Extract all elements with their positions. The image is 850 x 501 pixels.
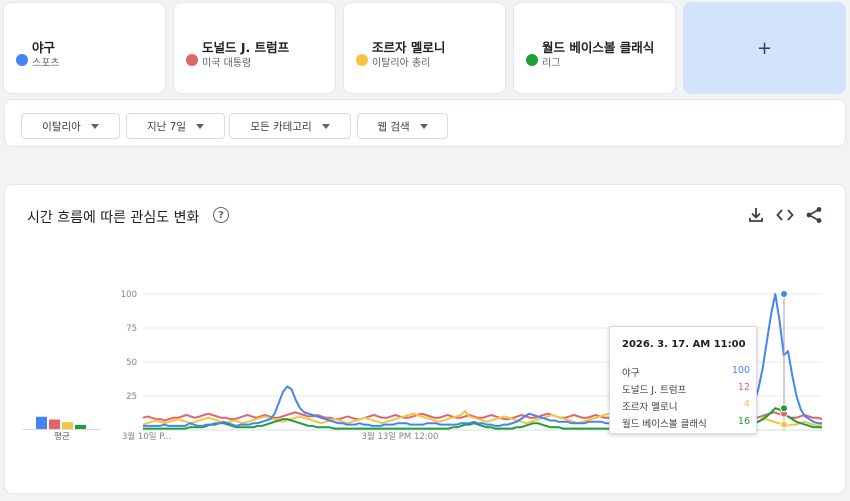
hover-point xyxy=(780,420,788,429)
average-label: 평균 xyxy=(54,431,70,442)
term-card-2[interactable]: 도널드 J. 트럼프 미국 대통령 xyxy=(173,2,336,94)
term-name: 월드 베이스볼 클래식 xyxy=(542,40,655,55)
term-category: 리그 xyxy=(542,58,561,69)
average-bar xyxy=(36,416,47,429)
filter-label: 이탈리아 xyxy=(42,120,81,133)
term-category: 미국 대통령 xyxy=(202,58,252,69)
caret-down-icon xyxy=(321,123,330,129)
term-name: 도널드 J. 트럼프 xyxy=(202,40,290,55)
term-card-1[interactable]: 야구 스포츠 xyxy=(3,2,166,94)
filter-label: 모든 카테고리 xyxy=(250,120,312,133)
term-card-3[interactable]: 조르자 멜로니 이탈리아 총리 xyxy=(343,2,506,94)
x-tick-label: 3월 13일 PM 12:00 xyxy=(362,431,439,442)
average-bar xyxy=(49,419,60,429)
chart-tooltip: 2026. 3. 17. AM 11:00 야구 100 도널드 J. 트럼프 … xyxy=(609,326,757,434)
share-icon[interactable] xyxy=(804,205,824,225)
average-bar xyxy=(62,422,73,429)
add-comparison-button[interactable]: + xyxy=(683,2,846,94)
hover-point xyxy=(780,290,788,298)
filter-category-dropdown[interactable]: 모든 카테고리 xyxy=(229,113,351,139)
tooltip-row: 도널드 J. 트럼프 12 xyxy=(622,382,750,396)
help-icon[interactable]: ? xyxy=(213,207,229,223)
caret-down-icon xyxy=(419,123,428,129)
y-tick-label: 75 xyxy=(126,324,137,334)
hover-point xyxy=(780,404,788,413)
embed-code-icon[interactable] xyxy=(775,205,795,225)
term-name: 야구 xyxy=(32,40,56,55)
filter-label: 웹 검색 xyxy=(377,120,410,133)
series-color-dot xyxy=(526,54,538,66)
series-color-dot xyxy=(16,54,28,66)
filter-time-dropdown[interactable]: 지난 7일 xyxy=(126,113,225,139)
download-icon[interactable] xyxy=(746,205,766,225)
series-color-dot xyxy=(356,54,368,66)
x-tick-label: 3월 10일 P... xyxy=(122,431,171,442)
y-tick-label: 50 xyxy=(126,358,137,368)
tooltip-term: 조르자 멜로니 xyxy=(622,402,678,413)
tooltip-row: 야구 100 xyxy=(622,365,750,379)
tooltip-value: 16 xyxy=(737,416,750,427)
caret-down-icon xyxy=(196,123,204,129)
tooltip-value: 4 xyxy=(743,399,750,410)
filter-bar: 이탈리아 지난 7일 모든 카테고리 웹 검색 xyxy=(4,99,846,147)
tooltip-term: 야구 xyxy=(622,368,640,379)
compare-terms-row: 야구 스포츠 도널드 J. 트럼프 미국 대통령 조르자 멜로니 이탈리아 총리… xyxy=(0,0,850,96)
filter-search-type-dropdown[interactable]: 웹 검색 xyxy=(357,113,448,139)
filter-label: 지난 7일 xyxy=(147,120,186,133)
plus-icon: + xyxy=(756,37,773,59)
term-card-4[interactable]: 월드 베이스볼 클래식 리그 xyxy=(513,2,676,94)
tooltip-value: 12 xyxy=(737,382,750,393)
tooltip-row: 조르자 멜로니 4 xyxy=(622,399,750,413)
tooltip-term: 월드 베이스볼 클래식 xyxy=(622,419,707,430)
term-category: 이탈리아 총리 xyxy=(372,58,431,69)
y-tick-label: 100 xyxy=(121,290,137,300)
filter-region-dropdown[interactable]: 이탈리아 xyxy=(21,113,120,139)
y-tick-label: 25 xyxy=(126,392,137,402)
tooltip-term: 도널드 J. 트럼프 xyxy=(622,385,687,396)
caret-down-icon xyxy=(90,123,99,129)
series-color-dot xyxy=(186,54,198,66)
tooltip-row: 월드 베이스볼 클래식 16 xyxy=(622,416,750,430)
term-name: 조르자 멜로니 xyxy=(372,40,446,55)
term-category: 스포츠 xyxy=(32,58,60,69)
tooltip-date: 2026. 3. 17. AM 11:00 xyxy=(622,339,746,350)
tooltip-value: 100 xyxy=(731,365,750,376)
panel-title: 시간 흐름에 따른 관심도 변화 xyxy=(27,210,200,226)
average-bar xyxy=(75,424,86,429)
